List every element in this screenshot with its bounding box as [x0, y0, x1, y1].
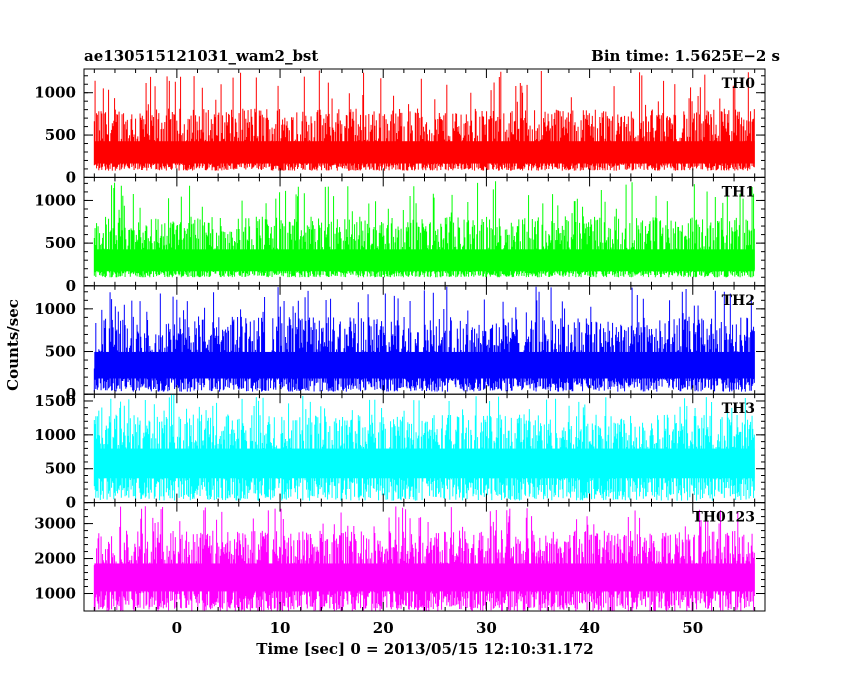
panel-label-th0123: TH0123: [692, 510, 755, 526]
y-tick-label: 500: [45, 126, 76, 144]
series-th3: [93, 394, 755, 501]
y-tick-label: 0: [66, 494, 76, 512]
y-tick-label: 1000: [34, 191, 76, 209]
series-core-th1: [94, 249, 755, 272]
y-tick-label: 1000: [34, 426, 76, 444]
x-tick-label: 20: [373, 619, 394, 637]
x-tick-label: 10: [270, 619, 291, 637]
y-tick-label: 1000: [34, 300, 76, 318]
panel-label-th0: TH0: [722, 76, 756, 92]
panel-th0123: 1000 2000 3000 TH0123: [34, 502, 766, 612]
panel-th0: 0 500 1000 TH0: [34, 68, 766, 186]
y-tick-label: 500: [45, 460, 76, 478]
panel-th3: 0 500 1000 1500 TH3: [34, 392, 766, 512]
y-tick-label: 0: [66, 277, 76, 295]
series-th0123: [93, 506, 755, 611]
bin-time-label: Bin time: 1.5625E−2 s: [591, 47, 780, 65]
y-axis-title: Counts/sec: [4, 299, 22, 391]
y-tick-label: 2000: [34, 550, 76, 568]
y-tick-label: 1000: [34, 585, 76, 603]
series-core-th0: [94, 141, 755, 164]
y-tick-label: 0: [66, 385, 76, 403]
x-tick-label: 50: [682, 619, 703, 637]
x-tick-label: 30: [476, 619, 497, 637]
x-tick-label: 40: [579, 619, 600, 637]
panel-th1: 0 500 1000 TH1: [34, 176, 766, 295]
figure-title: ae130515121031_wam2_bst: [84, 47, 318, 65]
panel-th2: 0 500 1000 TH2: [34, 285, 766, 403]
panel-label-th1: TH1: [722, 184, 755, 200]
y-tick-label: 0: [66, 168, 76, 186]
panel-label-th2: TH2: [722, 293, 755, 309]
y-tick-label: 500: [45, 234, 76, 252]
y-tick-label: 3000: [34, 515, 76, 533]
x-tick-label: 0: [172, 619, 182, 637]
y-tick-label: 1500: [34, 392, 76, 410]
x-axis-title: Time [sec] 0 = 2013/05/15 12:10:31.172: [256, 640, 593, 658]
series-core-th0123: [94, 563, 755, 592]
series-core-th3: [94, 448, 755, 479]
panel-label-th3: TH3: [722, 401, 755, 417]
y-tick-label: 500: [45, 343, 76, 361]
y-tick-label: 1000: [34, 84, 76, 102]
series-core-th2: [94, 351, 755, 379]
